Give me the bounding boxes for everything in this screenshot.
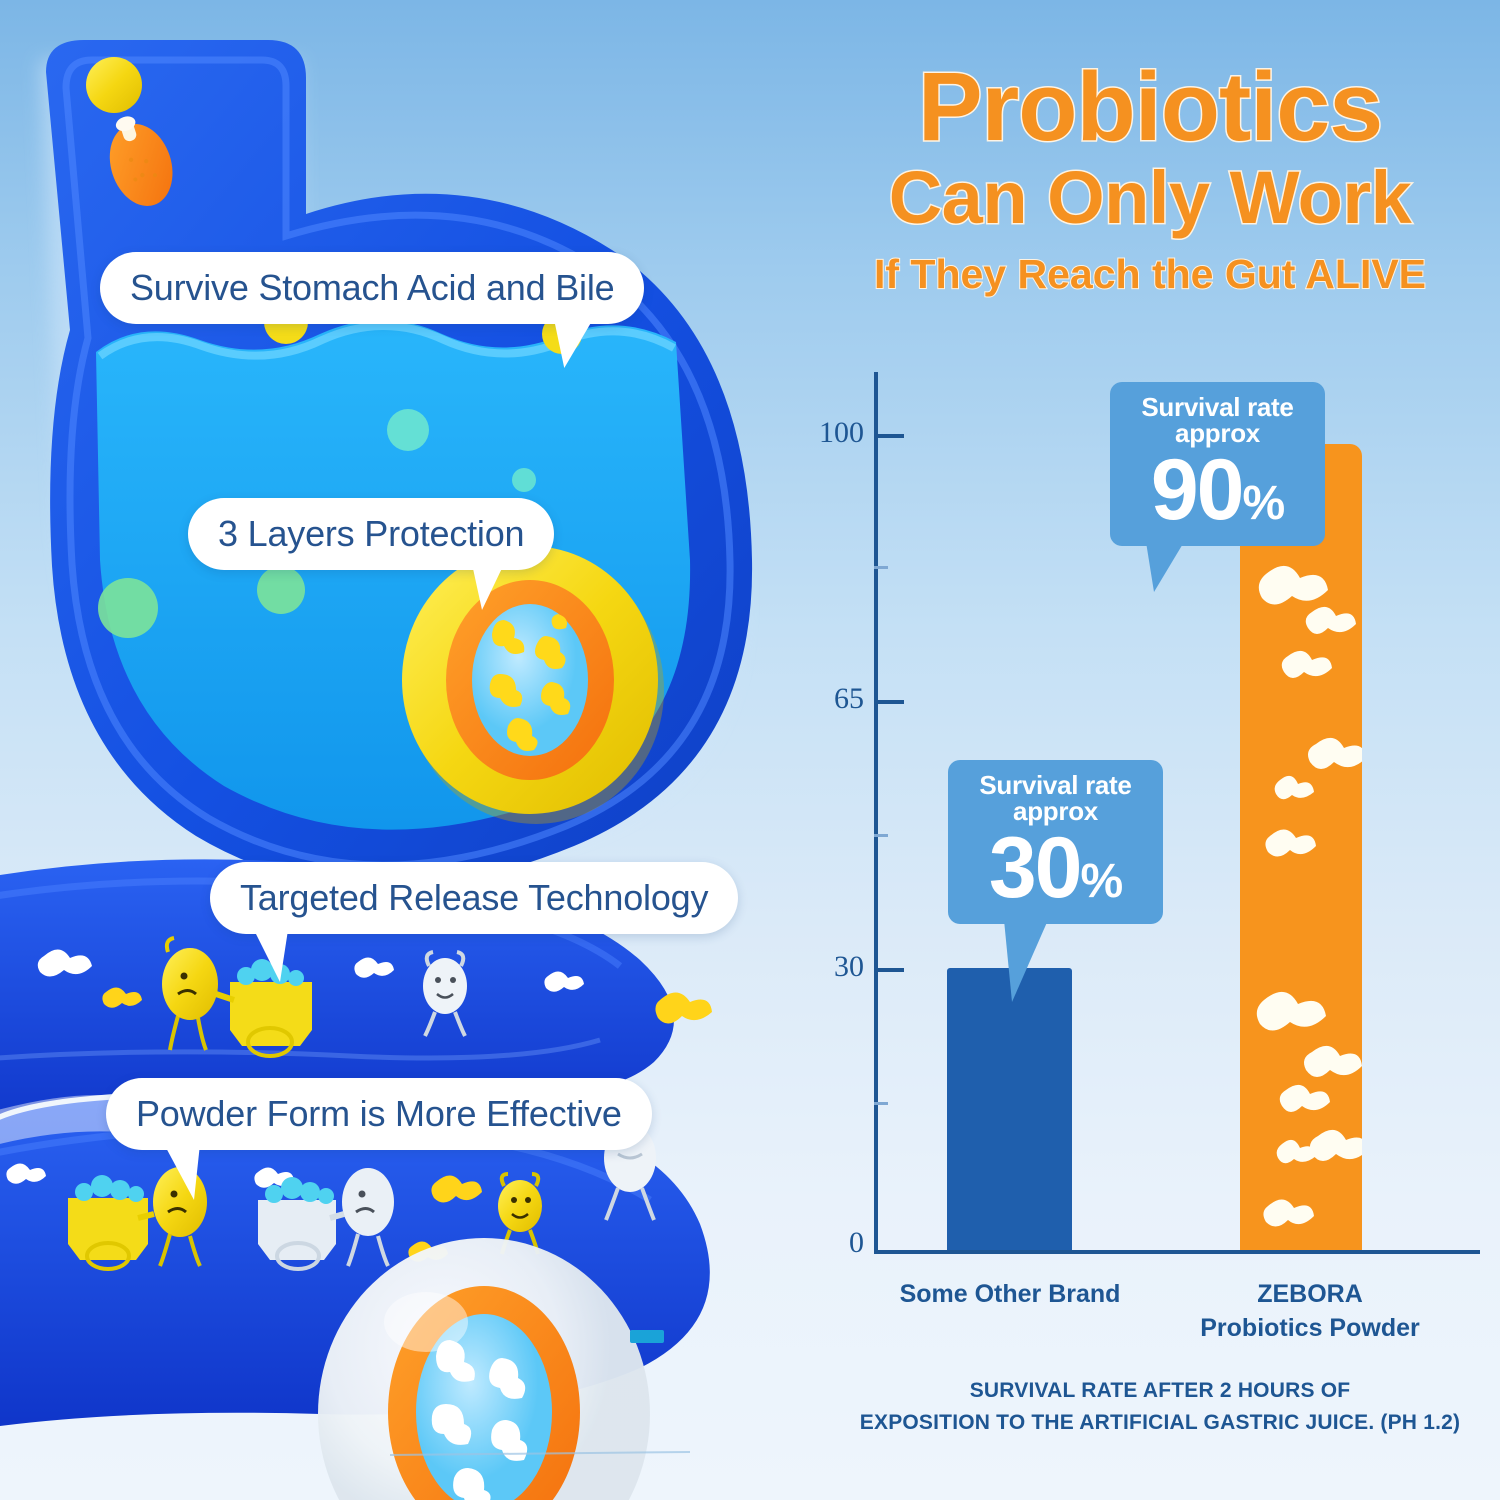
callout-tail [550,318,595,368]
x-axis-label-some-other-brand: Some Other Brand [850,1278,1170,1312]
bubble-tail [1146,541,1184,592]
callout-tail [164,1144,200,1200]
bubble-percent-sign: % [1242,477,1285,530]
callout-3-layers-protection[interactable]: 3 Layers Protection [188,498,555,610]
y-tick-minor-48 [874,834,888,837]
food-and-bubbles [86,57,582,638]
value-bubble-zebora[interactable]: Survival rate approx 90% [1110,382,1325,592]
bubble-caption: Survival rate approx [979,770,1132,826]
category-line: ZEBORA [1257,1280,1363,1308]
y-tick-label-30: 30 [834,950,864,983]
germ-character-white-cart [258,1168,394,1271]
callout-survive-stomach-acid[interactable]: Survive Stomach Acid and Bile [100,252,645,368]
bubble-tail [1004,919,1048,1002]
footnote-line-2: EXPOSITION TO THE ARTIFICIAL GASTRIC JUI… [859,1410,1461,1434]
bubble-value-row: 90% [1128,447,1307,533]
footnote-line-1: SURVIVAL RATE AFTER 2 HOURS OF [969,1379,1351,1402]
x-axis-line [874,1250,1480,1254]
y-tick-65 [874,700,904,704]
headline-line-2: Can Only Work [887,155,1413,239]
bubble-value-row: 30% [966,825,1145,911]
bubble-percent-sign: % [1080,855,1123,908]
y-tick-label-65: 65 [834,682,864,715]
y-tick-minor-15 [874,1102,888,1105]
germ-character-white-1 [423,950,467,1037]
headline-line-1: Probiotics [916,52,1384,161]
value-bubble-some-other-brand[interactable]: Survival rate approx 30% [948,760,1163,1002]
category-line: Probiotics Powder [1200,1313,1420,1342]
y-shaped-bacteria-field [6,949,712,1262]
bubble-value: 30 [988,820,1083,916]
chart-footnote: SURVIVAL RATE AFTER 2 HOURS OF EXPOSITIO… [840,1375,1480,1438]
x-axis-label-zebora: ZEBORA Probiotics Powder [1150,1278,1470,1346]
y-tick-label-0: 0 [849,1226,864,1259]
headline-block: Probiotics Can Only Work If They Reach t… [820,52,1480,298]
capsule-bacteria-cluster [489,614,571,751]
three-layer-capsule [402,546,664,824]
callout-label: Survive Stomach Acid and Bile [130,267,615,308]
y-axis-line [874,372,878,1254]
headline-line-3: If They Reach the Gut ALIVE [873,250,1427,298]
bar-zebora-probiotics-powder[interactable] [1240,444,1362,1250]
callout-label: Targeted Release Technology [240,877,709,918]
bar-some-other-brand[interactable] [947,968,1072,1250]
bubble-caption: Survival rate approx [1141,392,1294,448]
callout-label: Powder Form is More Effective [136,1093,622,1134]
bubble-value: 90 [1150,442,1245,538]
y-tick-30 [874,968,904,972]
callout-tail [472,564,505,610]
callout-label: 3 Layers Protection [218,513,525,554]
survival-rate-bar-chart: 100 65 30 0 [819,360,1480,1434]
chicken-drumstick [109,116,173,206]
y-tick-minor-82 [874,566,888,569]
bar-bacteria-pattern [1256,565,1362,1227]
callout-powder-form-is-more-effective[interactable]: Powder Form is More Effective [106,1078,652,1200]
category-line: Some Other Brand [899,1280,1121,1308]
capsule-bacteria-cluster-white [431,1340,528,1500]
teal-dash-marker [630,1330,664,1343]
probiotic-character-yellow-cart-1 [162,936,312,1058]
callout-tail [254,930,288,982]
y-tick-100 [874,434,904,438]
gut-illustration [0,40,753,1500]
callout-targeted-release-technology[interactable]: Targeted Release Technology [210,862,739,982]
y-tick-label-100: 100 [819,416,864,449]
